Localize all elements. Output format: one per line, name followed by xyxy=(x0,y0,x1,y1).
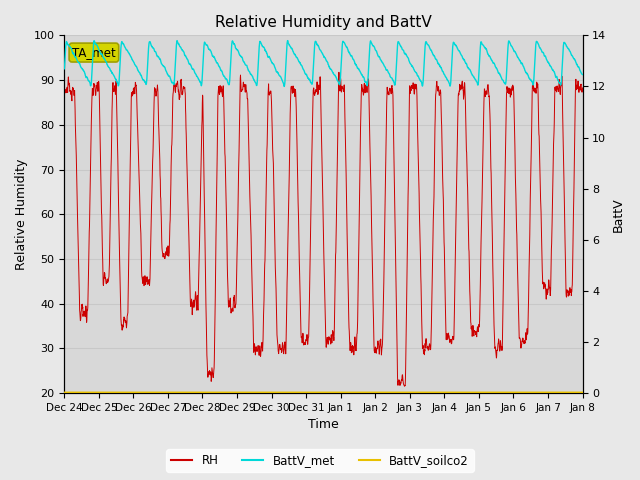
Y-axis label: Relative Humidity: Relative Humidity xyxy=(15,158,28,270)
Y-axis label: BattV: BattV xyxy=(612,197,625,231)
Text: TA_met: TA_met xyxy=(72,46,116,59)
X-axis label: Time: Time xyxy=(308,419,339,432)
Title: Relative Humidity and BattV: Relative Humidity and BattV xyxy=(215,15,432,30)
Legend: RH, BattV_met, BattV_soilco2: RH, BattV_met, BattV_soilco2 xyxy=(166,449,474,472)
